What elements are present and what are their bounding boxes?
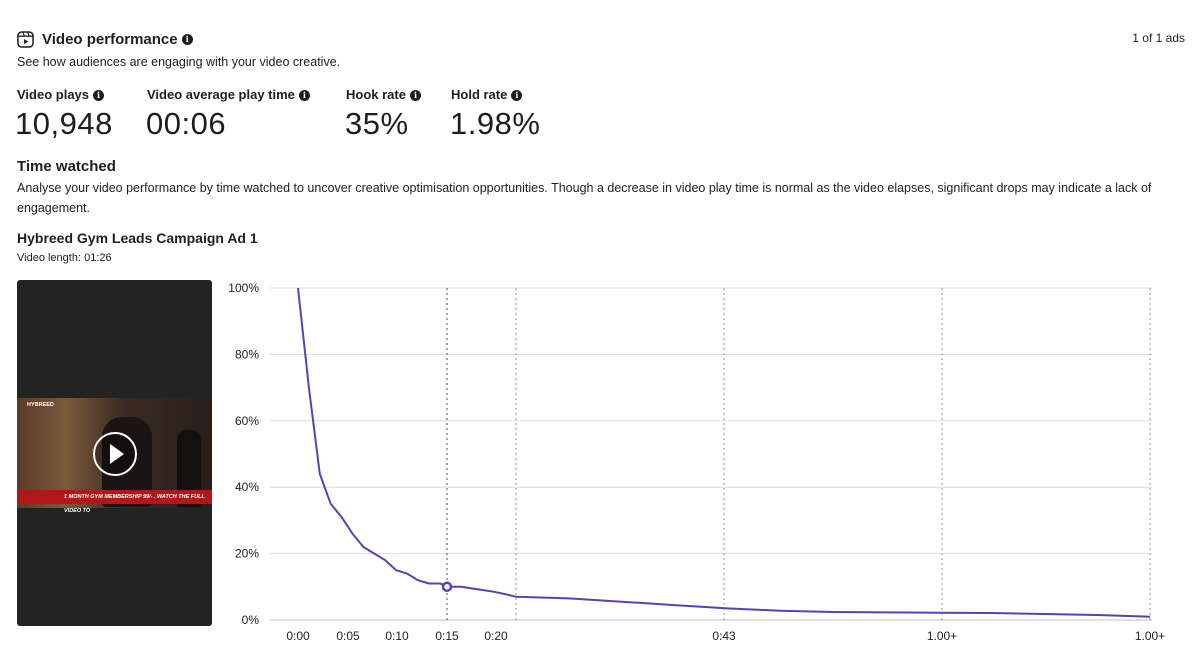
metric-value-avg-play-time: 00:06 [146, 106, 227, 141]
highlight-point[interactable] [441, 581, 453, 593]
header-subtitle: See how audiences are engaging with your… [17, 55, 341, 69]
info-icon[interactable]: i [93, 90, 105, 101]
ad-name: Hybreed Gym Leads Campaign Ad 1 [17, 230, 258, 246]
y-tick-label: 0% [242, 613, 260, 627]
x-tick-label: 0:43 [712, 629, 736, 643]
info-icon[interactable]: i [181, 34, 193, 45]
metric-label-video-plays: Video plays i [17, 87, 105, 102]
x-tick-label: 1.00+ [927, 629, 957, 643]
info-icon[interactable]: i [409, 90, 421, 101]
video-thumbnail[interactable]: HYBREED 1 MONTH GYM MEMBERSHIP 99/- . WA… [17, 280, 212, 626]
y-tick-label: 80% [235, 347, 259, 361]
metric-value-hold-rate: 1.98% [450, 106, 541, 141]
metric-label-text: Video plays [17, 87, 90, 102]
header-title-text: Video performance [42, 31, 178, 48]
video-length: Video length: 01:26 [17, 252, 112, 264]
info-icon[interactable]: i [511, 90, 523, 101]
x-tick-label: 0:00 [286, 629, 310, 643]
x-tick-label: 0:20 [484, 629, 508, 643]
metric-value-video-plays: 10,948 [15, 106, 113, 141]
info-icon[interactable]: i [298, 90, 310, 101]
metric-label-avg-play-time: Video average play time i [147, 87, 310, 102]
x-tick-label: 0:05 [336, 629, 360, 643]
section-title-time-watched: Time watched [17, 158, 116, 175]
y-tick-label: 40% [235, 480, 259, 494]
thumbnail-banner: 1 MONTH GYM MEMBERSHIP 99/- . WATCH THE … [17, 490, 212, 514]
x-tick-label: 1.00+ [1135, 629, 1165, 643]
y-tick-label: 100% [228, 281, 259, 295]
metric-label-hold-rate: Hold rate i [451, 87, 523, 102]
metric-label-text: Hold rate [451, 87, 508, 102]
x-tick-label: 0:15 [435, 629, 459, 643]
metric-label-text: Video average play time [147, 87, 295, 102]
play-icon[interactable] [93, 432, 137, 476]
y-tick-label: 20% [235, 547, 259, 561]
thumbnail-brand: HYBREED [27, 402, 54, 408]
section-description: Analyse your video performance by time w… [17, 181, 1152, 215]
retention-line [297, 287, 1151, 618]
metric-label-text: Hook rate [346, 87, 406, 102]
ad-pager: 1 of 1 ads [1132, 31, 1185, 45]
metric-value-hook-rate: 35% [345, 106, 409, 141]
x-tick-label: 0:10 [385, 629, 409, 643]
metric-label-hook-rate: Hook rate i [346, 87, 421, 102]
y-tick-label: 60% [235, 414, 259, 428]
reel-icon [17, 31, 34, 48]
header-title: Video performance i [17, 31, 193, 48]
